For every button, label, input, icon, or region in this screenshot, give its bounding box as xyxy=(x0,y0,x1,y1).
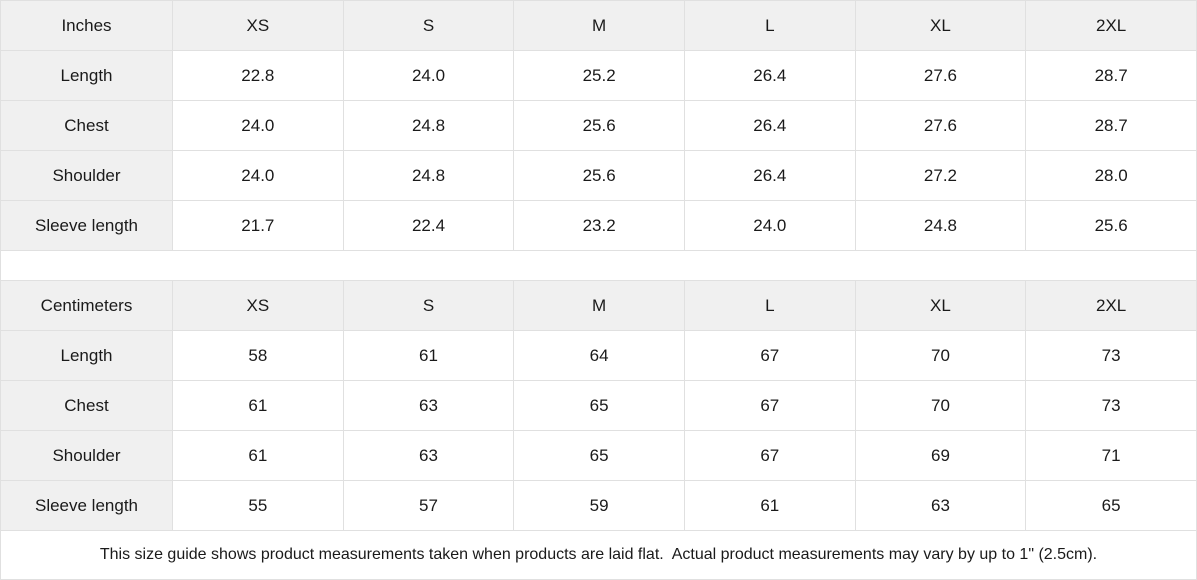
measurement-value-cell: 28.7 xyxy=(1025,50,1197,101)
measurement-label-cell: Sleeve length xyxy=(0,200,173,251)
measurement-value-cell: 65 xyxy=(513,380,685,431)
measurement-value-cell: 61 xyxy=(683,480,856,531)
table-spacer-row xyxy=(0,250,1197,281)
measurement-label-cell: Chest xyxy=(0,100,173,151)
footnote-text: This size guide shows product measuremen… xyxy=(0,530,1197,580)
measurement-value-cell: 22.4 xyxy=(342,200,515,251)
measurement-value-cell: 65 xyxy=(1025,480,1197,531)
measurement-row: Sleeve length 21.7 22.4 23.2 24.0 24.8 25.6 xyxy=(0,200,1197,251)
unit-header-row-centimeters: Centimeters XS S M L XL 2XL xyxy=(0,280,1197,331)
size-header-cell: 2XL xyxy=(1025,0,1197,51)
size-header-cell: M xyxy=(513,0,685,51)
measurement-value-cell: 73 xyxy=(1025,380,1197,431)
measurement-value-cell: 25.6 xyxy=(513,100,685,151)
measurement-label-cell: Shoulder xyxy=(0,430,173,481)
measurement-value-cell: 61 xyxy=(342,330,515,381)
unit-label-cell: Inches xyxy=(0,0,173,51)
measurement-value-cell: 24.8 xyxy=(342,150,515,201)
measurement-value-cell: 28.0 xyxy=(1025,150,1197,201)
measurement-row: Length 22.8 24.0 25.2 26.4 27.6 28.7 xyxy=(0,50,1197,101)
measurement-row: Sleeve length 55 57 59 61 63 65 xyxy=(0,480,1197,531)
measurement-value-cell: 25.6 xyxy=(513,150,685,201)
measurement-value-cell: 61 xyxy=(172,430,344,481)
size-header-cell: 2XL xyxy=(1025,280,1197,331)
measurement-value-cell: 26.4 xyxy=(683,50,856,101)
measurement-value-cell: 21.7 xyxy=(172,200,344,251)
measurement-value-cell: 24.0 xyxy=(172,150,344,201)
unit-label-cell: Centimeters xyxy=(0,280,173,331)
measurement-row: Shoulder 61 63 65 67 69 71 xyxy=(0,430,1197,481)
table-spacer-cell xyxy=(0,250,1197,281)
measurement-label-cell: Length xyxy=(0,50,173,101)
size-header-cell: S xyxy=(342,0,515,51)
measurement-value-cell: 24.0 xyxy=(342,50,515,101)
measurement-value-cell: 71 xyxy=(1025,430,1197,481)
measurement-value-cell: 63 xyxy=(342,430,515,481)
measurement-value-cell: 27.6 xyxy=(854,100,1027,151)
size-header-cell: XS xyxy=(172,280,344,331)
measurement-row: Length 58 61 64 67 70 73 xyxy=(0,330,1197,381)
measurement-value-cell: 26.4 xyxy=(683,150,856,201)
size-header-cell: XL xyxy=(854,280,1027,331)
measurement-value-cell: 27.2 xyxy=(854,150,1027,201)
measurement-value-cell: 23.2 xyxy=(513,200,685,251)
measurement-value-cell: 73 xyxy=(1025,330,1197,381)
measurement-value-cell: 70 xyxy=(854,380,1027,431)
measurement-value-cell: 27.6 xyxy=(854,50,1027,101)
measurement-row: Chest 24.0 24.8 25.6 26.4 27.6 28.7 xyxy=(0,100,1197,151)
footnote-row: This size guide shows product measuremen… xyxy=(0,530,1197,580)
measurement-value-cell: 24.8 xyxy=(342,100,515,151)
measurement-row: Chest 61 63 65 67 70 73 xyxy=(0,380,1197,431)
measurement-value-cell: 26.4 xyxy=(683,100,856,151)
size-header-cell: XL xyxy=(854,0,1027,51)
measurement-value-cell: 25.6 xyxy=(1025,200,1197,251)
measurement-value-cell: 25.2 xyxy=(513,50,685,101)
measurement-value-cell: 67 xyxy=(683,430,856,481)
measurement-value-cell: 57 xyxy=(342,480,515,531)
size-header-cell: S xyxy=(342,280,515,331)
measurement-value-cell: 67 xyxy=(683,380,856,431)
measurement-value-cell: 63 xyxy=(854,480,1027,531)
measurement-value-cell: 64 xyxy=(513,330,685,381)
measurement-label-cell: Length xyxy=(0,330,173,381)
size-header-cell: L xyxy=(683,0,856,51)
measurement-label-cell: Sleeve length xyxy=(0,480,173,531)
measurement-value-cell: 28.7 xyxy=(1025,100,1197,151)
measurement-value-cell: 67 xyxy=(683,330,856,381)
measurement-label-cell: Shoulder xyxy=(0,150,173,201)
measurement-value-cell: 61 xyxy=(172,380,344,431)
measurement-value-cell: 22.8 xyxy=(172,50,344,101)
measurement-value-cell: 70 xyxy=(854,330,1027,381)
unit-header-row-inches: Inches XS S M L XL 2XL xyxy=(0,0,1197,51)
measurement-value-cell: 24.8 xyxy=(854,200,1027,251)
size-header-cell: XS xyxy=(172,0,344,51)
measurement-value-cell: 24.0 xyxy=(172,100,344,151)
measurement-value-cell: 55 xyxy=(172,480,344,531)
measurement-row: Shoulder 24.0 24.8 25.6 26.4 27.2 28.0 xyxy=(0,150,1197,201)
measurement-value-cell: 69 xyxy=(854,430,1027,481)
measurement-value-cell: 59 xyxy=(513,480,685,531)
size-header-cell: L xyxy=(683,280,856,331)
measurement-label-cell: Chest xyxy=(0,380,173,431)
measurement-value-cell: 65 xyxy=(513,430,685,481)
measurement-value-cell: 63 xyxy=(342,380,515,431)
measurement-value-cell: 58 xyxy=(172,330,344,381)
measurement-value-cell: 24.0 xyxy=(683,200,856,251)
size-header-cell: M xyxy=(513,280,685,331)
